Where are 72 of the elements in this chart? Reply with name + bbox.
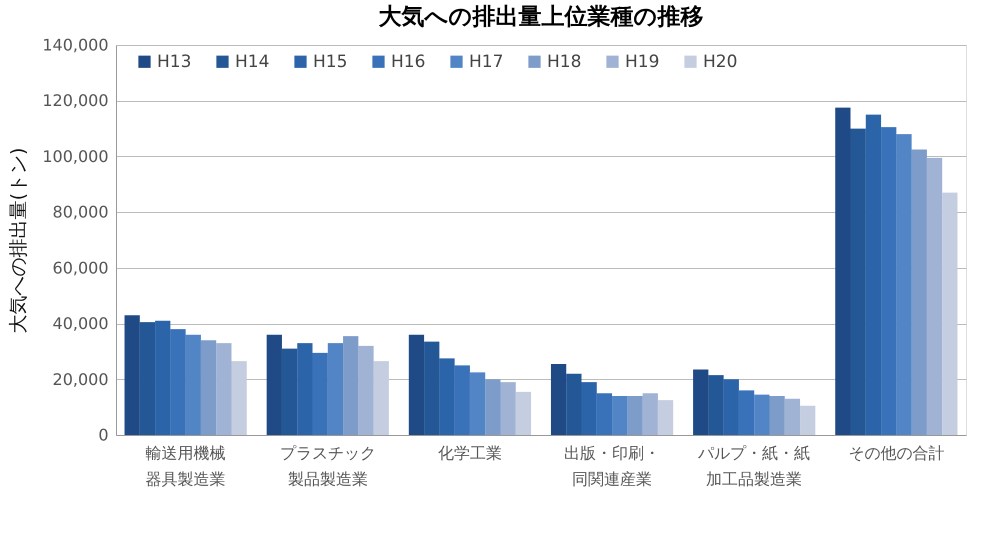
- legend-label: H16: [391, 52, 426, 72]
- y-axis-title: 大気への排出量(トン): [7, 148, 30, 334]
- y-tick-label: 140,000: [42, 36, 108, 54]
- x-tick-label: 化学工業: [438, 444, 502, 462]
- bar: [850, 128, 866, 435]
- bar: [658, 400, 674, 435]
- y-tick-label: 80,000: [52, 202, 108, 222]
- bar: [312, 352, 328, 435]
- x-tick-label: パルプ・紙・紙加工品製造業: [697, 444, 810, 488]
- bar: [784, 398, 800, 435]
- bar: [516, 392, 532, 435]
- x-tick-label: 輸送用機械器具製造業: [146, 444, 226, 488]
- legend-label: H17: [469, 52, 504, 72]
- bar: [328, 343, 344, 435]
- bar: [612, 396, 628, 435]
- bar: [470, 372, 486, 435]
- y-tick-label: 20,000: [52, 370, 108, 389]
- bar: [769, 396, 785, 435]
- bar: [297, 343, 313, 435]
- legend-label: H19: [625, 52, 660, 72]
- bar: [835, 108, 851, 435]
- x-tick-label: プラスチック製品製造業: [280, 444, 376, 488]
- bar: [942, 192, 958, 435]
- bar: [912, 149, 927, 435]
- x-tick-label: 出版・印刷・同関連産業: [564, 444, 660, 488]
- y-tick-label: 100,000: [42, 146, 108, 166]
- chart-title: 大気への排出量上位業種の推移: [378, 4, 704, 30]
- bar: [186, 334, 201, 435]
- bar: [282, 348, 298, 435]
- bar: [693, 370, 708, 435]
- bar: [439, 358, 455, 435]
- legend-label: H14: [235, 52, 270, 72]
- bar: [724, 379, 739, 435]
- bar: [343, 336, 358, 435]
- bar: [231, 361, 247, 435]
- bar: [124, 315, 140, 435]
- legend-label: H15: [313, 52, 348, 72]
- bar: [566, 374, 582, 435]
- bar: [627, 396, 643, 435]
- legend-label: H20: [703, 52, 738, 72]
- bar: [738, 390, 754, 435]
- bar: [374, 361, 389, 435]
- bar: [500, 382, 516, 435]
- bar: [550, 364, 566, 435]
- bar: [754, 394, 770, 435]
- bar: [926, 158, 942, 435]
- bar: [266, 334, 282, 435]
- y-tick-label: 40,000: [52, 314, 108, 334]
- legend-label: H18: [547, 52, 582, 72]
- bar: [596, 393, 612, 435]
- bar: [642, 393, 658, 435]
- bar: [358, 346, 374, 435]
- bar: [216, 343, 232, 435]
- bar: [582, 382, 597, 435]
- legend-label: H13: [157, 52, 192, 72]
- bar: [866, 114, 882, 435]
- y-tick-label: 120,000: [42, 91, 108, 110]
- x-tick-label: その他の合計: [848, 444, 944, 462]
- bar: [896, 134, 912, 435]
- bar: [200, 340, 216, 435]
- bar: [454, 365, 470, 435]
- bar: [881, 127, 896, 435]
- bar: [424, 342, 440, 435]
- bar: [485, 379, 500, 435]
- bar: [170, 329, 186, 435]
- y-tick-label: 0: [98, 426, 108, 444]
- bar: [155, 320, 170, 435]
- bar: [708, 375, 724, 435]
- bar: [800, 406, 816, 435]
- bar: [140, 322, 156, 435]
- bar: [408, 334, 424, 435]
- y-tick-label: 60,000: [52, 258, 108, 278]
